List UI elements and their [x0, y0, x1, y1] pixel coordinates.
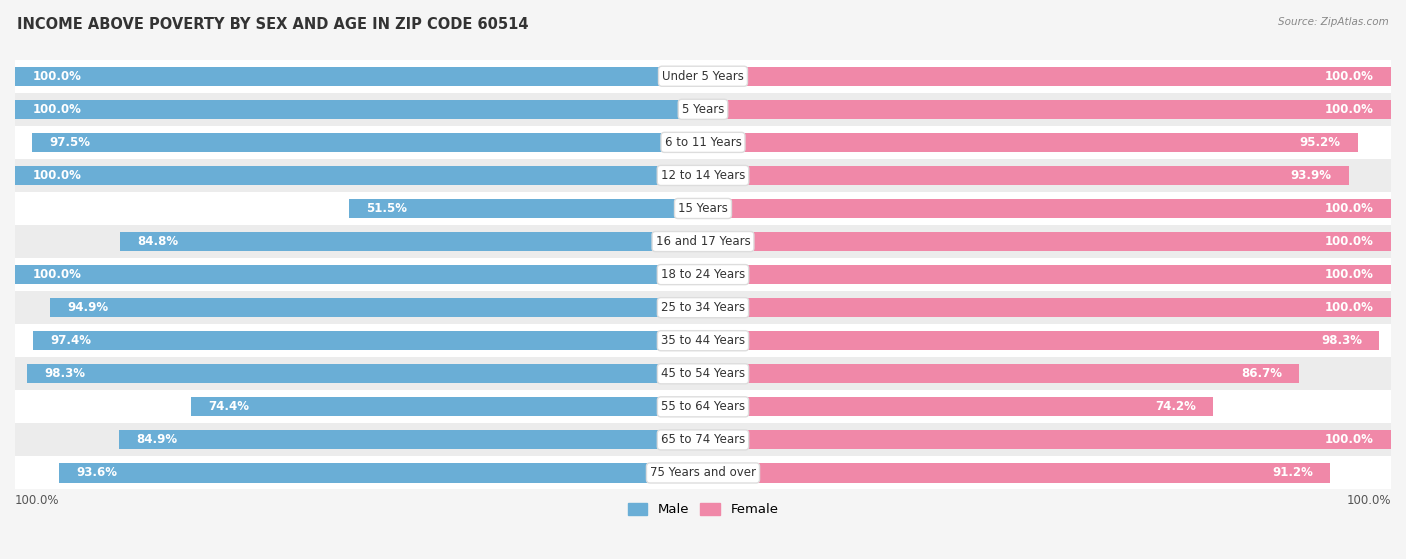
- Text: 97.4%: 97.4%: [51, 334, 91, 347]
- Text: 74.2%: 74.2%: [1156, 400, 1197, 413]
- Text: 5 Years: 5 Years: [682, 103, 724, 116]
- Bar: [32, 133, 703, 152]
- Bar: [703, 463, 1330, 482]
- Bar: [15, 258, 1391, 291]
- Text: 35 to 44 Years: 35 to 44 Years: [661, 334, 745, 347]
- Bar: [15, 324, 1391, 357]
- Bar: [703, 166, 1348, 185]
- Text: 86.7%: 86.7%: [1241, 367, 1282, 380]
- Text: 100.0%: 100.0%: [1324, 70, 1374, 83]
- Text: 93.6%: 93.6%: [76, 466, 117, 480]
- Text: 55 to 64 Years: 55 to 64 Years: [661, 400, 745, 413]
- Bar: [15, 60, 1391, 93]
- Text: 100.0%: 100.0%: [32, 169, 82, 182]
- Text: 94.9%: 94.9%: [67, 301, 108, 314]
- Bar: [15, 93, 1391, 126]
- Text: 95.2%: 95.2%: [1299, 136, 1341, 149]
- Text: 51.5%: 51.5%: [366, 202, 406, 215]
- Bar: [15, 265, 703, 284]
- Text: 65 to 74 Years: 65 to 74 Years: [661, 433, 745, 447]
- Text: 91.2%: 91.2%: [1272, 466, 1313, 480]
- Text: 25 to 34 Years: 25 to 34 Years: [661, 301, 745, 314]
- Text: 100.0%: 100.0%: [1324, 433, 1374, 447]
- Bar: [703, 298, 1391, 318]
- Bar: [703, 100, 1391, 119]
- Bar: [15, 390, 1391, 423]
- Text: 100.0%: 100.0%: [1347, 495, 1391, 508]
- Text: 84.8%: 84.8%: [136, 235, 179, 248]
- Bar: [703, 430, 1391, 449]
- Text: 98.3%: 98.3%: [1322, 334, 1362, 347]
- Text: Under 5 Years: Under 5 Years: [662, 70, 744, 83]
- Bar: [703, 397, 1213, 416]
- Bar: [15, 166, 703, 185]
- Text: INCOME ABOVE POVERTY BY SEX AND AGE IN ZIP CODE 60514: INCOME ABOVE POVERTY BY SEX AND AGE IN Z…: [17, 17, 529, 32]
- Text: 97.5%: 97.5%: [49, 136, 90, 149]
- Bar: [703, 331, 1379, 350]
- Text: 100.0%: 100.0%: [32, 268, 82, 281]
- Text: 98.3%: 98.3%: [44, 367, 84, 380]
- Text: 45 to 54 Years: 45 to 54 Years: [661, 367, 745, 380]
- Text: 84.9%: 84.9%: [136, 433, 177, 447]
- Text: 75 Years and over: 75 Years and over: [650, 466, 756, 480]
- Bar: [703, 199, 1391, 218]
- Bar: [15, 159, 1391, 192]
- Text: 93.9%: 93.9%: [1291, 169, 1331, 182]
- Text: 100.0%: 100.0%: [1324, 268, 1374, 281]
- Text: 18 to 24 Years: 18 to 24 Years: [661, 268, 745, 281]
- Text: 6 to 11 Years: 6 to 11 Years: [665, 136, 741, 149]
- Bar: [15, 457, 1391, 490]
- Bar: [120, 430, 703, 449]
- Text: 100.0%: 100.0%: [1324, 301, 1374, 314]
- Bar: [15, 357, 1391, 390]
- Bar: [15, 225, 1391, 258]
- Bar: [15, 423, 1391, 457]
- Bar: [703, 364, 1299, 383]
- Bar: [191, 397, 703, 416]
- Text: 74.4%: 74.4%: [208, 400, 249, 413]
- Bar: [703, 133, 1358, 152]
- Bar: [15, 291, 1391, 324]
- Text: 100.0%: 100.0%: [1324, 103, 1374, 116]
- Bar: [120, 232, 703, 251]
- Bar: [15, 67, 703, 86]
- Bar: [15, 100, 703, 119]
- Text: 12 to 14 Years: 12 to 14 Years: [661, 169, 745, 182]
- Bar: [349, 199, 703, 218]
- Text: Source: ZipAtlas.com: Source: ZipAtlas.com: [1278, 17, 1389, 27]
- Bar: [703, 232, 1391, 251]
- Bar: [32, 331, 703, 350]
- Text: 100.0%: 100.0%: [15, 495, 59, 508]
- Legend: Male, Female: Male, Female: [623, 498, 783, 522]
- Text: 100.0%: 100.0%: [32, 103, 82, 116]
- Bar: [15, 126, 1391, 159]
- Text: 15 Years: 15 Years: [678, 202, 728, 215]
- Bar: [51, 298, 703, 318]
- Text: 16 and 17 Years: 16 and 17 Years: [655, 235, 751, 248]
- Bar: [59, 463, 703, 482]
- Text: 100.0%: 100.0%: [1324, 202, 1374, 215]
- Text: 100.0%: 100.0%: [32, 70, 82, 83]
- Text: 100.0%: 100.0%: [1324, 235, 1374, 248]
- Bar: [703, 265, 1391, 284]
- Bar: [27, 364, 703, 383]
- Bar: [703, 67, 1391, 86]
- Bar: [15, 192, 1391, 225]
